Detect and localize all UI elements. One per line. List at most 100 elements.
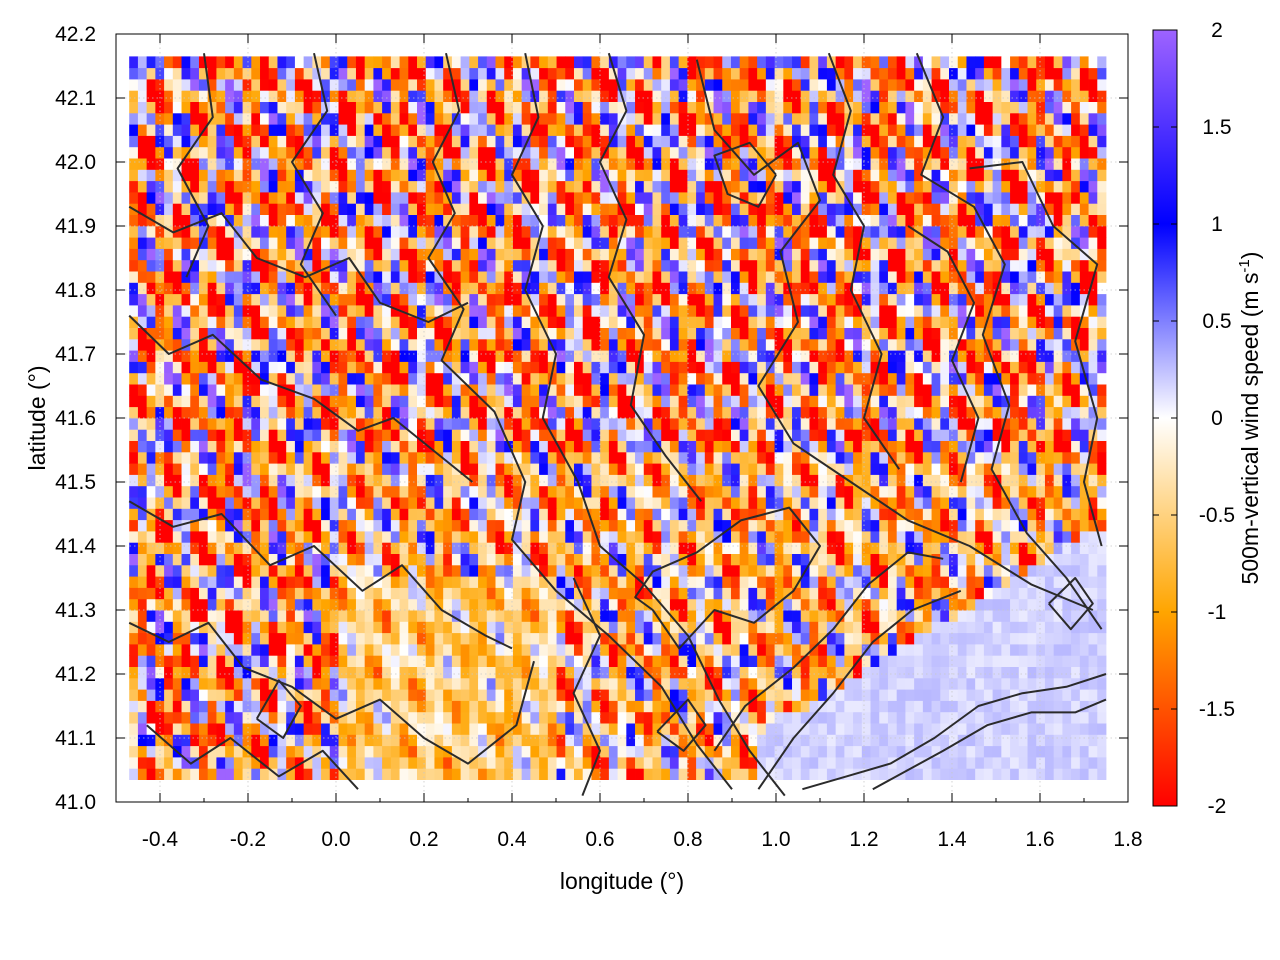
heatmap-cell [172, 418, 182, 430]
heatmap-cell [774, 734, 784, 747]
heatmap-cell [451, 429, 462, 441]
heatmap-cell [1079, 429, 1089, 441]
heatmap-cell [1010, 316, 1020, 328]
heatmap-cell [408, 271, 418, 283]
heatmap-cell [1062, 666, 1072, 679]
heatmap-cell [940, 689, 950, 701]
heatmap-cell [774, 305, 784, 317]
heatmap-cell [382, 372, 392, 385]
heatmap-cell [783, 711, 793, 724]
heatmap-cell [355, 519, 366, 532]
heatmap-cell [155, 644, 165, 656]
heatmap-cell [486, 497, 496, 509]
heatmap-cell [242, 768, 252, 780]
heatmap-cell [242, 293, 252, 306]
heatmap-cell [669, 542, 680, 554]
heatmap-cell [216, 271, 226, 283]
heatmap-cell [521, 700, 531, 713]
heatmap-cell [303, 610, 313, 622]
heatmap-cell [774, 451, 784, 464]
heatmap-cell [635, 463, 645, 475]
heatmap-cell [390, 508, 400, 521]
heatmap-cell [739, 327, 749, 340]
heatmap-cell [390, 666, 400, 679]
heatmap-cell [146, 327, 156, 340]
heatmap-cell [643, 519, 653, 532]
heatmap-cell [591, 655, 601, 667]
heatmap-cell [190, 531, 200, 543]
heatmap-cell [922, 610, 932, 622]
heatmap-cell [626, 531, 636, 543]
heatmap-cell [748, 463, 758, 475]
heatmap-cell [129, 384, 139, 396]
heatmap-cell [425, 734, 435, 747]
heatmap-cell [181, 429, 191, 441]
heatmap-cell [512, 519, 523, 532]
heatmap-cell [678, 610, 688, 622]
heatmap-cell [399, 757, 409, 769]
heatmap-cell [765, 327, 775, 340]
heatmap-cell [399, 542, 409, 554]
heatmap-cell [495, 700, 505, 713]
heatmap-cell [652, 361, 662, 374]
heatmap-cell [626, 655, 636, 667]
heatmap-cell [975, 734, 985, 747]
heatmap-cell [783, 497, 793, 509]
heatmap-cell [399, 463, 409, 475]
heatmap-cell [207, 745, 217, 758]
heatmap-cell [425, 587, 435, 600]
heatmap-cell [486, 508, 496, 521]
heatmap-cell [146, 745, 156, 758]
heatmap-cell [696, 598, 706, 611]
heatmap-cell [172, 734, 182, 747]
heatmap-cell [207, 508, 217, 521]
heatmap-cell [294, 372, 305, 385]
heatmap-cell [1053, 338, 1063, 351]
heatmap-cell [600, 734, 610, 747]
heatmap-cell [1062, 451, 1072, 464]
heatmap-cell [696, 474, 706, 487]
heatmap-cell [399, 587, 409, 600]
heatmap-cell [573, 418, 584, 430]
heatmap-cell [870, 542, 880, 554]
heatmap-cell [966, 316, 976, 328]
heatmap-cell [207, 485, 217, 498]
heatmap-cell [198, 429, 209, 441]
heatmap-cell [417, 564, 427, 577]
heatmap-cell [887, 677, 898, 690]
heatmap-cell [329, 531, 339, 543]
heatmap-cell [826, 293, 837, 306]
heatmap-cell [1018, 316, 1028, 328]
heatmap-cell [530, 451, 540, 464]
heatmap-cell [835, 610, 845, 622]
heatmap-cell [155, 440, 165, 453]
heatmap-cell [434, 576, 444, 588]
heatmap-cell [137, 621, 148, 634]
heatmap-cell [774, 745, 784, 758]
heatmap-cell [434, 293, 444, 306]
heatmap-cell [486, 711, 496, 724]
heatmap-cell [286, 700, 296, 713]
heatmap-cell [643, 666, 653, 679]
heatmap-cell [233, 610, 243, 622]
heatmap-cell [905, 542, 915, 554]
heatmap-cell [949, 576, 959, 588]
heatmap-cell [1044, 519, 1055, 532]
heatmap-cell [818, 689, 828, 701]
heatmap-cell [1062, 429, 1072, 441]
heatmap-cell [355, 564, 366, 577]
heatmap-cell [1027, 293, 1037, 306]
heatmap-cell [591, 327, 601, 340]
heatmap-cell [512, 677, 523, 690]
heatmap-cell [992, 666, 1002, 679]
heatmap-cell [260, 316, 270, 328]
heatmap-cell [294, 508, 305, 521]
heatmap-cell [635, 587, 645, 600]
heatmap-cell [600, 677, 610, 690]
heatmap-cell [922, 361, 932, 374]
heatmap-cell [347, 723, 357, 735]
heatmap-cell [608, 621, 618, 634]
heatmap-cell [800, 395, 810, 408]
heatmap-cell [661, 384, 671, 396]
heatmap-cell [975, 644, 985, 656]
